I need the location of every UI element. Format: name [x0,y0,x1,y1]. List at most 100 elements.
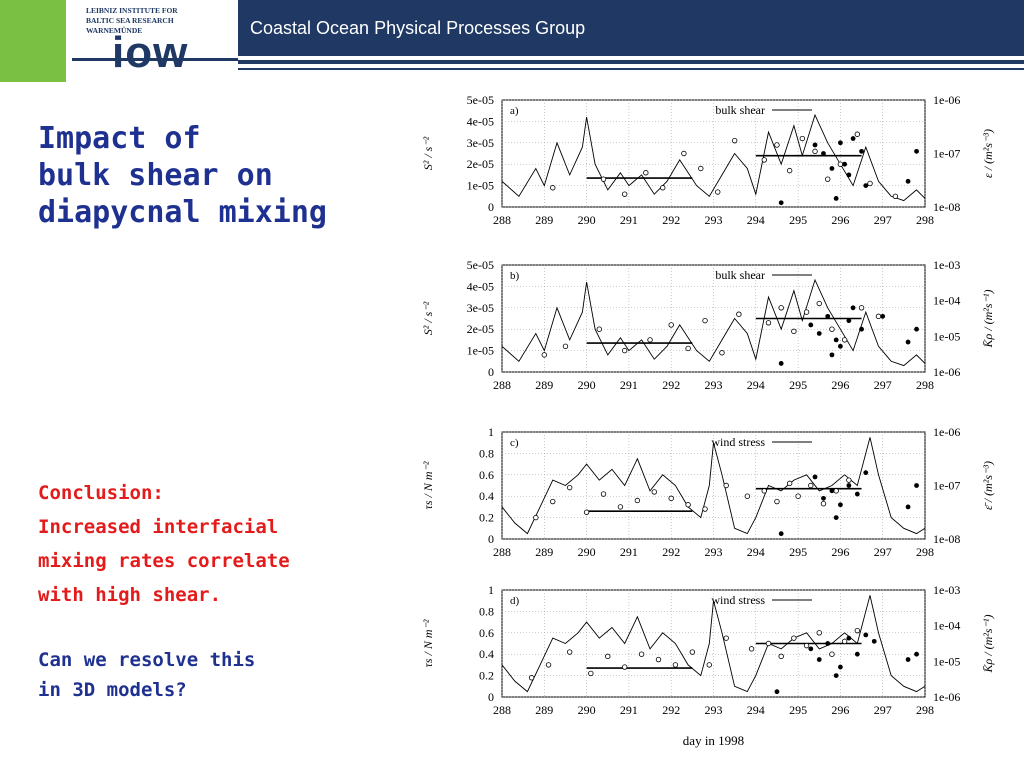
chart-figure: 0 1e-05 2e-05 3e-05 4e-05 5e-05 1e-08 1e-07 1e-0… [421,93,995,748]
x-tick-label: 291 [620,703,638,717]
right-tick-label: 1e-06 [933,425,960,439]
x-tick-label: 292 [662,213,680,227]
series-line [501,278,926,367]
open-circle-point [892,193,899,199]
filled-circle-point [846,172,852,178]
open-circle-point [799,135,806,142]
filled-circle-point [859,148,864,154]
legend-label: bulk shear [715,103,765,117]
x-tick-label: 293 [705,703,723,717]
institute-line-3: WARNEMÜNDE [86,26,143,35]
filled-circle-point [778,200,784,206]
open-circle-point [562,343,569,350]
x-tick-label: 293 [705,213,723,227]
filled-circle-point [914,326,919,332]
open-circle-point [685,502,691,508]
filled-circle-point [829,352,835,358]
title-line-1: Impact of [38,121,201,156]
right-tick-label: 1e-04 [933,294,960,308]
institute-name: LEIBNIZ INSTITUTE FOR BALTIC SEA RESEARC… [86,6,236,36]
open-circle-point [685,345,691,352]
open-circle-point [748,646,755,652]
slide-title: Impact of bulk shear on diapycnal mixing [38,120,378,231]
left-tick-label: 1 [488,425,494,439]
title-bar: Coastal Ocean Physical Processes Group [238,0,1024,56]
group-title: Coastal Ocean Physical Processes Group [250,18,586,38]
open-circle-point [816,630,822,636]
filled-circle-point [842,161,848,167]
x-tick-label: 296 [831,213,849,227]
conclusion-text: Conclusion: Increased interfacial mixing… [38,476,368,612]
open-circle-point [841,638,848,645]
x-tick-label: 294 [747,378,765,392]
open-circle-point [803,309,810,315]
x-tick-label: 297 [874,703,892,717]
filled-circle-point [863,632,869,638]
x-tick-label: 289 [535,213,553,227]
open-circle-point [550,185,556,191]
open-circle-point [681,150,687,157]
filled-circle-point [905,657,911,662]
right-tick-label: 1e-06 [933,93,960,107]
filled-circle-point [816,331,822,336]
filled-circle-point [825,641,831,646]
open-circle-point [858,305,865,311]
title-line-3: diapycnal mixing [38,195,327,230]
x-tick-label: 291 [620,378,638,392]
iow-logo [66,0,238,82]
open-circle-point [837,161,844,167]
open-circle-point [643,170,649,176]
open-circle-point [588,670,594,677]
x-tick-label: 288 [493,703,511,717]
right-tick-label: 1e-07 [933,147,960,161]
open-circle-point [829,326,835,332]
iow-logo-text: iow [112,28,189,77]
x-axis-label: day in 1998 [683,733,744,748]
x-tick-label: 298 [916,213,934,227]
open-circle-point [867,180,873,187]
filled-circle-point [816,657,822,662]
open-circle-point [621,347,628,354]
filled-circle-point [833,673,839,678]
open-circle-point [668,495,674,502]
x-tick-label: 295 [789,545,807,559]
x-tick-label: 294 [747,545,765,559]
filled-circle-point [838,140,843,146]
left-tick-label: 0.6 [479,468,494,482]
x-tick-label: 295 [789,378,807,392]
open-circle-point [605,653,611,660]
open-circle-point [854,627,861,634]
x-tick-label: 290 [578,545,596,559]
left-tick-label: 1e-05 [467,179,494,193]
left-tick-label: 3e-05 [467,136,494,150]
x-tick-label: 290 [578,703,596,717]
open-circle-point [596,326,602,332]
right-tick-label: 1e-08 [933,532,960,546]
question-line-1: Can we resolve this [38,649,256,671]
open-circle-point [545,662,552,668]
question-line-2: in 3D models? [38,679,187,701]
open-circle-point [550,498,556,505]
filled-circle-point [850,136,856,141]
x-tick-label: 294 [747,703,765,717]
legend-label: wind stress [711,435,765,449]
x-tick-label: 298 [916,703,934,717]
left-tick-label: 5e-05 [467,258,494,272]
x-tick-label: 297 [874,378,892,392]
y-axis-label-right: K̄ρ / (m²s⁻¹) [981,615,995,674]
right-tick-label: 1e-06 [933,365,960,379]
open-circle-point [566,649,573,655]
open-circle-point [846,477,852,483]
right-tick-label: 1e-05 [933,329,960,343]
filled-circle-point [863,183,869,188]
open-circle-point [791,328,797,335]
x-tick-label: 288 [493,213,511,227]
left-tick-label: 0.8 [479,604,494,618]
legend-label: wind stress [711,593,765,607]
open-circle-point [621,191,628,197]
filled-circle-point [812,142,818,148]
open-circle-point [812,148,818,155]
x-tick-label: 290 [578,213,596,227]
title-line-2: bulk shear on [38,158,273,193]
open-circle-point [731,137,738,144]
